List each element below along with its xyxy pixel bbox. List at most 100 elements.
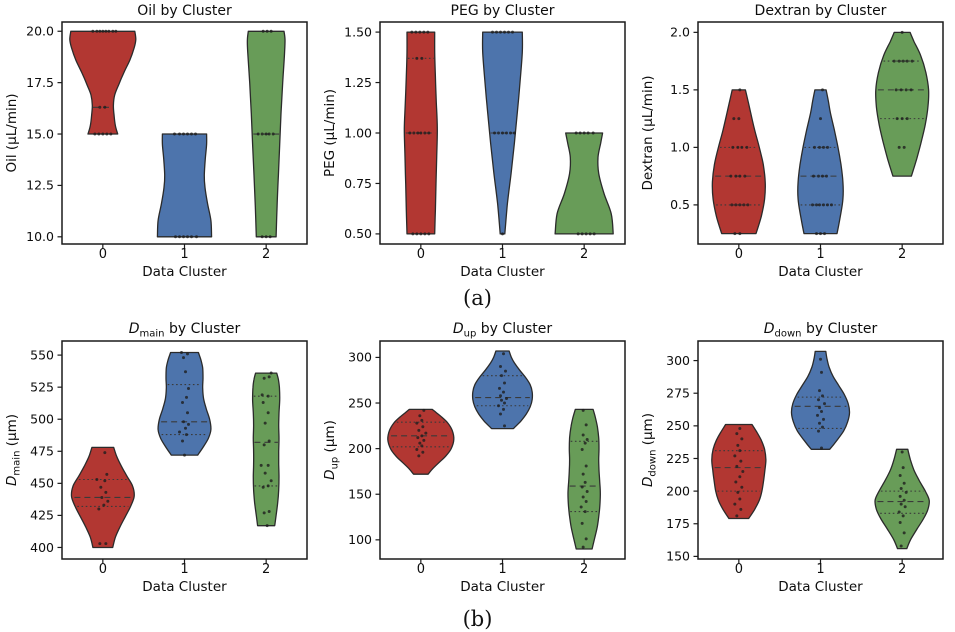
data-point	[738, 426, 742, 430]
data-point	[812, 174, 815, 178]
data-point	[822, 417, 825, 421]
data-point	[738, 88, 742, 92]
violin-layer	[387, 350, 601, 550]
data-point	[101, 29, 105, 33]
data-point	[738, 203, 742, 207]
data-point	[821, 394, 824, 398]
subplot-oil-by-cluster: Oil by Cluster 10.0 12.5 15.0 17.5 20.0 0 1 2 Dat…	[4, 3, 308, 280]
data-point	[104, 542, 108, 546]
x-axis-label: Data Cluster	[778, 264, 863, 280]
data-point	[420, 434, 424, 438]
data-point	[180, 351, 183, 355]
data-point	[733, 502, 737, 506]
data-point	[182, 132, 185, 136]
y-tick-label: 150	[666, 549, 690, 564]
data-point	[260, 132, 264, 136]
chart-title: Dup by Cluster	[453, 321, 552, 340]
data-point	[499, 365, 502, 369]
data-point	[902, 481, 906, 485]
data-point	[583, 441, 587, 445]
chart-title: Dextran by Cluster	[755, 3, 887, 19]
violin-cluster-0	[711, 89, 766, 235]
data-point	[898, 494, 902, 498]
data-point	[823, 402, 826, 406]
data-point	[736, 490, 740, 494]
data-point	[817, 429, 820, 433]
data-point	[730, 203, 734, 207]
data-point	[503, 424, 506, 428]
y-tick-label: 200	[666, 483, 690, 498]
x-tick-label: 1	[180, 247, 188, 262]
data-point	[811, 203, 814, 207]
data-point	[195, 235, 198, 239]
data-point	[729, 174, 733, 178]
caption-a: (a)	[463, 286, 492, 310]
x-axis-label: Data Cluster	[142, 264, 227, 280]
y-axis-label: PEG (μL/min)	[322, 89, 338, 177]
data-point	[265, 29, 269, 33]
data-point	[259, 463, 263, 467]
data-point	[498, 386, 501, 390]
y-tick-label: 2.0	[670, 25, 690, 40]
data-point	[820, 446, 823, 450]
data-point	[262, 376, 266, 380]
chart-title: Ddown by Cluster	[764, 321, 878, 340]
data-point	[817, 398, 820, 402]
y-tick-label: 250	[348, 395, 372, 410]
data-point	[821, 425, 824, 429]
data-point	[420, 56, 424, 60]
data-point	[491, 30, 494, 34]
data-point	[737, 117, 741, 121]
data-point	[580, 521, 584, 525]
data-point	[424, 431, 428, 435]
data-point	[815, 232, 818, 236]
y-axis-label: Dmain (μm)	[4, 414, 23, 486]
data-point	[182, 356, 185, 360]
data-point	[900, 117, 904, 121]
y-tick-label: 1.0	[670, 140, 690, 155]
x-tick-label: 0	[417, 247, 425, 262]
data-point	[100, 495, 104, 499]
y-tick-label: 12.5	[26, 178, 54, 193]
data-point	[421, 450, 425, 454]
y-tick-label: 0.75	[344, 176, 372, 191]
data-point	[580, 485, 584, 489]
data-point	[420, 444, 424, 448]
y-tick-label: 20.0	[26, 24, 54, 39]
subplot-dextran-by-cluster: Dextran by Cluster 0.5 1.0 1.5 2.0 0 1 2 Data Cl…	[640, 3, 944, 280]
data-point	[503, 381, 506, 385]
axes-spine	[697, 21, 944, 245]
subplot-dmain-by-cluster: Dmain by Cluster 400 425 450 475 500 525 550 0 1 2…	[4, 321, 308, 595]
data-point	[178, 235, 181, 239]
y-tick-label: 10.0	[26, 229, 54, 244]
data-point	[818, 406, 821, 410]
data-point	[190, 132, 193, 136]
data-point	[585, 490, 589, 494]
y-axis-label: Dup (μm)	[322, 420, 341, 480]
data-point	[186, 352, 189, 356]
y-tick-label: 250	[666, 418, 690, 433]
data-point	[269, 29, 273, 33]
data-point	[738, 475, 742, 479]
y-tick-label: 300	[348, 350, 372, 365]
violin-cluster-2	[874, 448, 930, 550]
data-point	[97, 507, 101, 511]
data-point	[262, 443, 266, 447]
data-point	[818, 203, 821, 207]
y-tick-label: 0.50	[344, 226, 372, 241]
data-point	[743, 174, 747, 178]
data-point	[260, 393, 264, 397]
y-tick-label: 15.0	[26, 126, 54, 141]
data-point	[830, 203, 833, 207]
data-point	[266, 463, 270, 467]
data-point	[734, 203, 738, 207]
data-point	[267, 439, 271, 443]
x-axis-label: Data Cluster	[460, 579, 545, 595]
y-tick-label: 150	[348, 487, 372, 502]
data-point	[735, 464, 739, 468]
data-point	[503, 401, 506, 405]
data-point	[576, 232, 580, 236]
data-point	[98, 105, 102, 109]
data-point	[588, 232, 592, 236]
data-point	[505, 396, 508, 400]
